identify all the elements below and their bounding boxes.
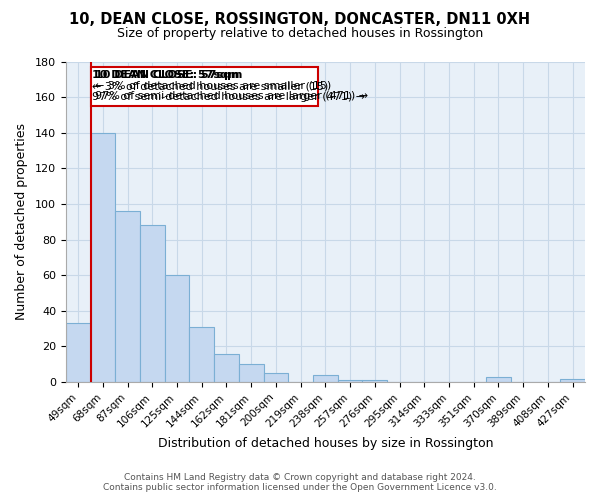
Bar xyxy=(239,364,263,382)
Bar xyxy=(214,354,239,382)
Bar xyxy=(91,132,115,382)
FancyBboxPatch shape xyxy=(91,67,319,106)
Text: Contains HM Land Registry data © Crown copyright and database right 2024.
Contai: Contains HM Land Registry data © Crown c… xyxy=(103,473,497,492)
Y-axis label: Number of detached properties: Number of detached properties xyxy=(15,124,28,320)
Text: ← 3% of detached houses are smaller (15): ← 3% of detached houses are smaller (15) xyxy=(95,80,332,90)
Bar xyxy=(560,378,585,382)
Text: 10 DEAN CLOSE: 57sqm: 10 DEAN CLOSE: 57sqm xyxy=(92,70,239,81)
Bar xyxy=(338,380,362,382)
Text: 97% of semi-detached houses are larger (471) →: 97% of semi-detached houses are larger (… xyxy=(92,92,365,102)
Text: 10 DEAN CLOSE: 57sqm: 10 DEAN CLOSE: 57sqm xyxy=(95,70,243,81)
Text: ← 3% of detached houses are smaller (15): ← 3% of detached houses are smaller (15) xyxy=(92,81,328,91)
Bar xyxy=(263,373,289,382)
Bar xyxy=(66,324,91,382)
Bar xyxy=(140,226,164,382)
Bar xyxy=(486,376,511,382)
X-axis label: Distribution of detached houses by size in Rossington: Distribution of detached houses by size … xyxy=(158,437,493,450)
Bar xyxy=(164,275,190,382)
Bar xyxy=(190,327,214,382)
Bar xyxy=(115,211,140,382)
Text: 10, DEAN CLOSE, ROSSINGTON, DONCASTER, DN11 0XH: 10, DEAN CLOSE, ROSSINGTON, DONCASTER, D… xyxy=(70,12,530,28)
Bar xyxy=(362,380,387,382)
Text: 97% of semi-detached houses are larger (471) →: 97% of semi-detached houses are larger (… xyxy=(95,91,368,101)
Text: Size of property relative to detached houses in Rossington: Size of property relative to detached ho… xyxy=(117,28,483,40)
Bar xyxy=(313,375,338,382)
